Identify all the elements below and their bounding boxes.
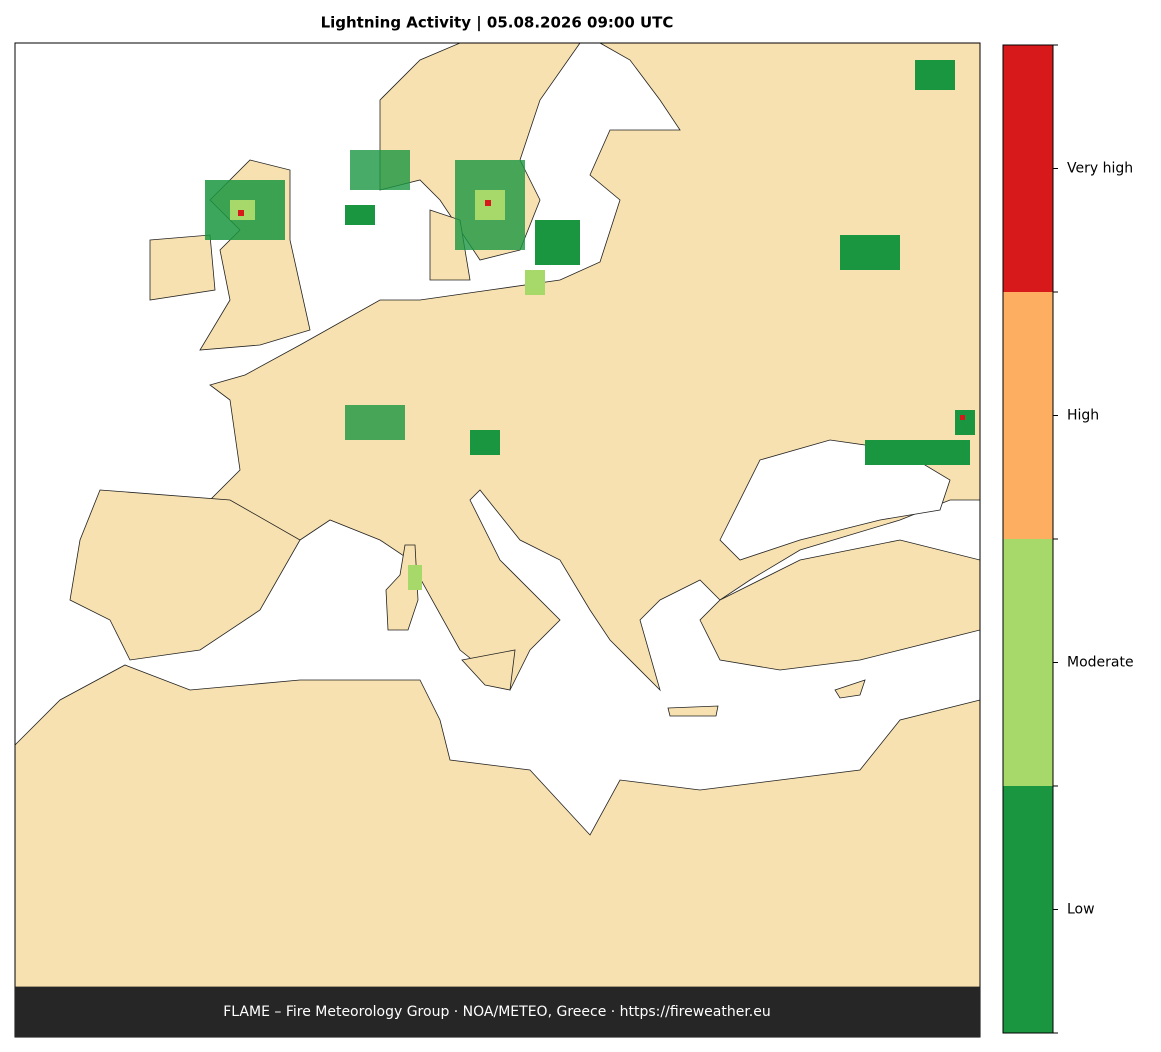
footer: FLAME – Fire Meteorology Group · NOA/MET… xyxy=(223,1004,771,1020)
colorbar-segment xyxy=(1003,539,1053,786)
lightning-cells xyxy=(205,60,975,590)
cyprus xyxy=(834,679,866,699)
colorbar-label: High xyxy=(1067,408,1099,424)
turkey xyxy=(699,539,981,671)
colorbar-frame xyxy=(1002,44,1054,1034)
colorbar-label: Low xyxy=(1067,902,1095,918)
sicily xyxy=(461,649,516,691)
iberia xyxy=(69,489,301,661)
crete xyxy=(667,705,719,717)
black-sea xyxy=(719,439,951,561)
colorbar: Low Moderate High Very high xyxy=(1002,44,1134,1034)
colorbar-segment xyxy=(1003,786,1053,1033)
colorbar-label: Moderate xyxy=(1067,655,1134,671)
map-title: Lightning Activity | 05.08.2026 09:00 UT… xyxy=(321,14,674,33)
ireland xyxy=(149,234,216,301)
footer-bar xyxy=(15,987,980,1037)
colorbar-label: Very high xyxy=(1067,161,1133,177)
colorbar-segment xyxy=(1003,45,1053,292)
map xyxy=(14,42,981,1038)
colorbar-segment xyxy=(1003,292,1053,539)
